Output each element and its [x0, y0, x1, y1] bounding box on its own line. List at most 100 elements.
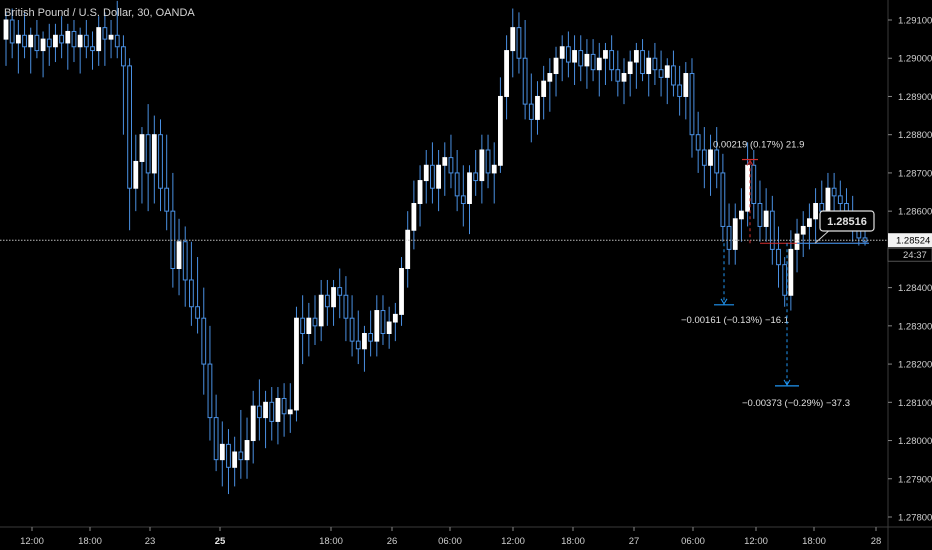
candle-body[interactable] — [436, 164, 442, 189]
candle-body[interactable] — [584, 53, 590, 67]
candle-body[interactable] — [318, 294, 324, 327]
candle-body[interactable] — [269, 401, 275, 422]
candle-body[interactable] — [677, 84, 683, 97]
candle-body[interactable] — [145, 134, 151, 174]
candle-body[interactable] — [844, 203, 849, 212]
candle-body[interactable] — [201, 317, 207, 365]
candle-body[interactable] — [714, 149, 720, 174]
candle-body[interactable] — [559, 46, 565, 59]
candle-body[interactable] — [386, 321, 392, 334]
candle-body[interactable] — [281, 397, 287, 415]
candle-body[interactable] — [114, 34, 120, 48]
candle-body[interactable] — [813, 203, 818, 220]
candle-body[interactable] — [782, 264, 788, 296]
candle-body[interactable] — [640, 50, 645, 75]
candle-body[interactable] — [621, 73, 627, 82]
candle-body[interactable] — [467, 172, 472, 205]
candle-body[interactable] — [695, 134, 701, 151]
candle-body[interactable] — [590, 53, 596, 71]
candle-body[interactable] — [646, 57, 652, 75]
candle-body[interactable] — [479, 149, 485, 182]
candle-body[interactable] — [213, 417, 219, 461]
candle-body[interactable] — [763, 210, 769, 227]
candle-body[interactable] — [392, 313, 398, 323]
candle-body[interactable] — [287, 409, 293, 415]
candle-body[interactable] — [596, 57, 602, 71]
candle-body[interactable] — [176, 241, 182, 270]
candle-body[interactable] — [757, 203, 763, 227]
candle-body[interactable] — [516, 27, 522, 59]
candle-body[interactable] — [565, 46, 571, 63]
candle-body[interactable] — [658, 69, 664, 78]
candle-body[interactable] — [127, 65, 132, 189]
candle-body[interactable] — [430, 164, 435, 189]
candle-body[interactable] — [306, 317, 312, 334]
candle-body[interactable] — [34, 34, 40, 52]
candle-body[interactable] — [108, 34, 114, 40]
candle-body[interactable] — [399, 268, 404, 315]
candle-body[interactable] — [510, 27, 516, 52]
candle-body[interactable] — [831, 187, 837, 197]
candle-body[interactable] — [300, 317, 306, 334]
candle-body[interactable] — [609, 50, 615, 71]
candle-body[interactable] — [219, 443, 225, 461]
candle-body[interactable] — [195, 306, 200, 319]
candle-body[interactable] — [837, 195, 843, 205]
candle-body[interactable] — [189, 279, 194, 308]
candle-body[interactable] — [522, 57, 528, 105]
candle-body[interactable] — [343, 294, 349, 319]
candle-body[interactable] — [751, 164, 757, 205]
candle-body[interactable] — [683, 73, 689, 97]
candle-body[interactable] — [745, 164, 751, 212]
candle-body[interactable] — [263, 401, 268, 419]
candle-body[interactable] — [238, 451, 244, 461]
candle-body[interactable] — [776, 248, 781, 266]
candle-body[interactable] — [374, 310, 380, 342]
candle-body[interactable] — [232, 451, 238, 468]
candle-body[interactable] — [411, 203, 417, 231]
candle-body[interactable] — [133, 160, 139, 189]
candle-body[interactable] — [294, 317, 299, 411]
candle-body[interactable] — [578, 50, 584, 67]
candle-body[interactable] — [423, 164, 429, 182]
candle-body[interactable] — [158, 134, 163, 189]
candle-body[interactable] — [708, 149, 713, 166]
candle-body[interactable] — [151, 134, 157, 174]
candle-body[interactable] — [40, 38, 46, 52]
candle-body[interactable] — [448, 157, 454, 174]
candle-body[interactable] — [368, 332, 374, 342]
candle-body[interactable] — [664, 65, 670, 78]
candle-body[interactable] — [788, 248, 794, 296]
candle-body[interactable] — [825, 187, 831, 212]
candle-body[interactable] — [547, 73, 553, 82]
candle-body[interactable] — [312, 317, 318, 327]
candle-body[interactable] — [535, 95, 540, 120]
candle-body[interactable] — [720, 172, 726, 227]
candle-body[interactable] — [275, 397, 281, 422]
candle-body[interactable] — [65, 30, 71, 44]
candle-body[interactable] — [603, 50, 608, 59]
candle-body[interactable] — [96, 27, 102, 52]
candle-body[interactable] — [405, 229, 411, 269]
candle-body[interactable] — [362, 332, 367, 350]
candle-body[interactable] — [59, 34, 65, 44]
candle-body[interactable] — [244, 440, 250, 461]
candle-body[interactable] — [807, 218, 812, 227]
candle-body[interactable] — [726, 225, 732, 250]
candle-body[interactable] — [337, 287, 343, 296]
candle-body[interactable] — [633, 50, 639, 63]
candle-body[interactable] — [528, 103, 534, 120]
candle-body[interactable] — [460, 195, 466, 205]
candle-body[interactable] — [207, 363, 213, 419]
candle-body[interactable] — [627, 61, 633, 75]
candle-body[interactable] — [15, 34, 21, 44]
candle-body[interactable] — [769, 210, 775, 250]
candle-body[interactable] — [442, 157, 448, 166]
candle-body[interactable] — [121, 46, 126, 67]
candle-body[interactable] — [498, 95, 503, 166]
candle-body[interactable] — [90, 46, 95, 52]
candle-body[interactable] — [164, 187, 170, 212]
candle-body[interactable] — [331, 287, 336, 308]
candle-body[interactable] — [572, 50, 577, 63]
